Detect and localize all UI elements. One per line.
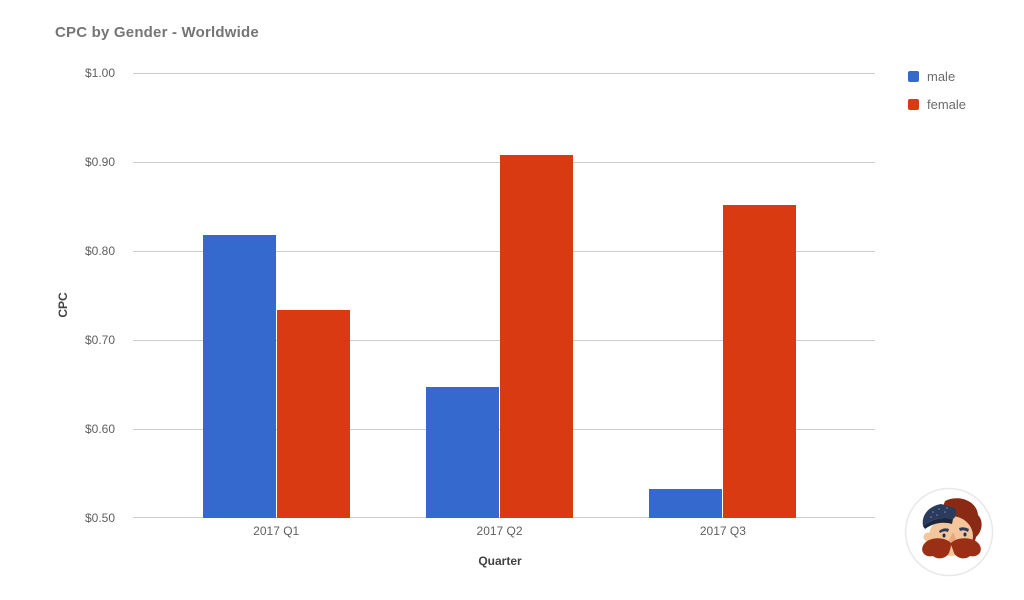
y-tick-label: $0.90 [84,155,115,169]
plot-area [133,73,875,518]
y-axis-labels: $1.00 $0.90 $0.80 $0.70 $0.60 $0.50 [0,66,115,525]
legend-swatch-male [908,71,919,82]
legend-label: female [927,97,967,112]
bar-female-2017-q1[interactable] [276,309,350,518]
bar-male-2017-q2[interactable] [426,387,500,518]
bar-female-2017-q3[interactable] [723,204,797,518]
bar-male-2017-q1[interactable] [202,234,276,518]
legend-item-female[interactable]: female [908,97,966,112]
y-tick-label: $0.70 [84,333,115,347]
legend-swatch-female [908,99,919,110]
x-axis-labels: 2017 Q1 2017 Q2 2017 Q3 [133,524,875,540]
y-tick-label: $0.60 [84,422,115,436]
legend-item-male[interactable]: male [908,69,966,84]
legend: male female [908,69,966,112]
y-tick-label: $0.50 [84,511,115,525]
mustache-man-logo-svg [904,487,994,577]
y-tick-label: $0.80 [84,244,115,258]
x-tick-label: 2017 Q1 [253,524,300,538]
x-tick-label: 2017 Q3 [699,524,746,538]
bar-male-2017-q3[interactable] [649,488,723,518]
gridline [133,73,875,74]
chart-title: CPC by Gender - Worldwide [55,24,259,41]
mustache-man-logo [903,486,995,578]
legend-label: male [927,69,956,84]
x-tick-label: 2017 Q2 [476,524,523,538]
y-tick-label: $1.00 [84,66,115,80]
bar-female-2017-q2[interactable] [500,154,574,518]
x-axis-title: Quarter [478,554,522,568]
